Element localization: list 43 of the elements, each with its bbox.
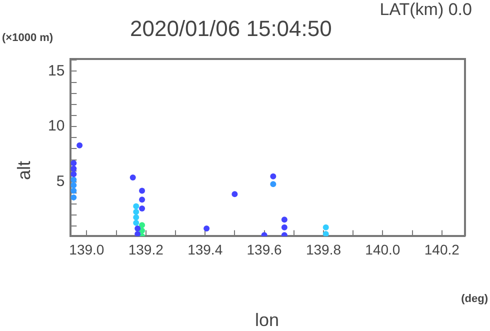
y-tick-label: 15 (48, 62, 65, 80)
point (70, 182, 77, 188)
point (139, 196, 146, 203)
text: (deg) (461, 293, 488, 305)
point (139, 206, 146, 212)
point (70, 188, 77, 194)
point (133, 203, 140, 210)
y-tick-label: 5 (56, 173, 65, 190)
point (133, 214, 140, 220)
point (76, 142, 83, 148)
x-tick-label: 140.0 (365, 241, 400, 258)
text: LAT(km) 0.0 (380, 0, 472, 20)
point (232, 191, 238, 198)
point (70, 171, 77, 178)
x-tick-label: 140.2 (424, 241, 460, 258)
point (270, 173, 276, 180)
x-axis-title: lon (255, 310, 280, 331)
x-tick-label: 139.2 (128, 241, 164, 258)
text: (×1000 m) (2, 32, 54, 44)
y-axis-title: alt (14, 160, 35, 180)
point (322, 224, 329, 230)
point (134, 230, 141, 236)
y-tick-label: 10 (48, 118, 65, 135)
point (133, 208, 140, 215)
x-tick-label: 139.0 (69, 241, 104, 258)
point (70, 166, 77, 172)
point (70, 194, 77, 200)
point (130, 174, 136, 181)
point (204, 225, 210, 232)
point (134, 225, 141, 232)
point (133, 220, 140, 226)
point (281, 216, 288, 223)
point (70, 160, 77, 166)
chart-title: 2020/01/06 15:04:50 (130, 16, 332, 42)
point (139, 188, 146, 194)
point (322, 230, 329, 236)
x-tick-label: 139.8 (306, 241, 342, 258)
x-tick-label: 139.6 (246, 241, 282, 258)
point (281, 224, 288, 230)
point (270, 181, 276, 188)
point (70, 176, 77, 183)
point (139, 222, 146, 228)
x-tick-label: 139.4 (188, 241, 223, 258)
